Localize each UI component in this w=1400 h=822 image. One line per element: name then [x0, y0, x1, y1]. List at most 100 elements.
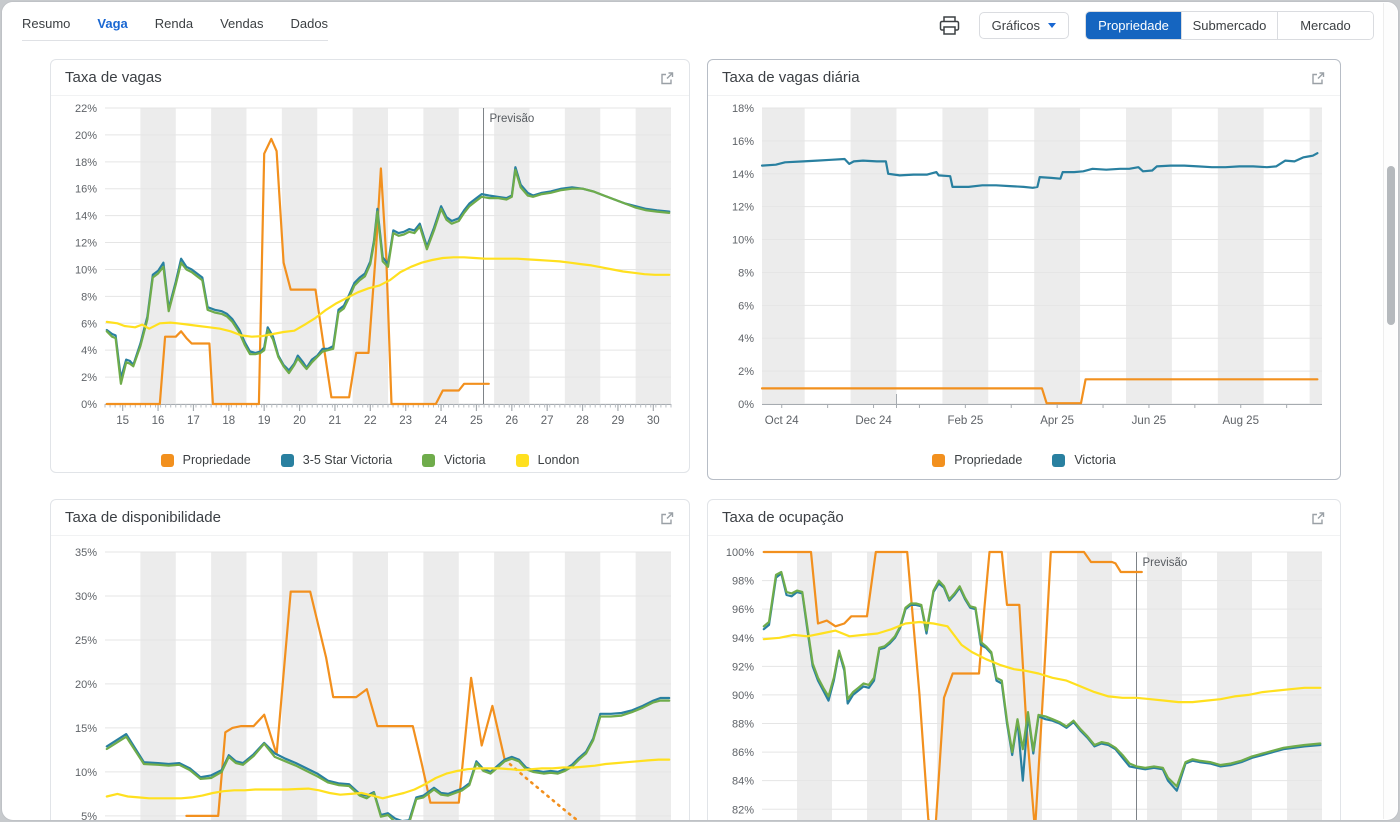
expand-icon[interactable] — [1310, 510, 1326, 526]
legend-swatch — [280, 453, 294, 467]
graficos-dropdown[interactable]: Gráficos — [978, 12, 1069, 39]
svg-text:25%: 25% — [75, 635, 97, 647]
svg-text:29: 29 — [612, 415, 625, 427]
legend-label: London — [537, 453, 580, 467]
svg-text:16: 16 — [152, 415, 165, 427]
legend-item-victoria[interactable]: Victoria — [422, 453, 486, 467]
svg-text:20%: 20% — [75, 130, 97, 142]
svg-text:86%: 86% — [732, 747, 754, 759]
expand-icon[interactable] — [659, 70, 675, 86]
series-victoria — [762, 570, 1322, 788]
svg-text:20%: 20% — [75, 679, 97, 691]
view-button-submercado[interactable]: Submercado — [1181, 12, 1277, 39]
chart-taxa-de-ocupacao: 82% 84% 86% 88% 90% 92% 94% 96% 98% 100% Previsão — [726, 547, 1322, 820]
svg-text:12%: 12% — [732, 202, 754, 214]
svg-text:2%: 2% — [738, 366, 754, 378]
print-button[interactable] — [937, 13, 963, 39]
svg-text:10%: 10% — [732, 235, 754, 247]
svg-text:100%: 100% — [726, 547, 754, 559]
chart-taxa-de-disponibilidade: 5% 10% 15% 20% 25% 30% 35% — [75, 547, 671, 821]
tab-vaga[interactable]: Vaga — [97, 16, 128, 31]
svg-text:10%: 10% — [75, 264, 97, 276]
svg-text:22: 22 — [364, 415, 377, 427]
series-propriedade-previs-o- — [503, 758, 580, 820]
legend-item-propriedade[interactable]: Propriedade — [160, 453, 251, 467]
svg-text:92%: 92% — [732, 661, 754, 673]
forecast-label: Previsão — [1143, 557, 1188, 569]
svg-text:24: 24 — [435, 415, 448, 427]
svg-text:Dec 24: Dec 24 — [855, 415, 892, 427]
svg-text:28: 28 — [576, 415, 589, 427]
svg-text:17: 17 — [187, 415, 200, 427]
svg-text:84%: 84% — [732, 776, 754, 788]
tab-renda[interactable]: Renda — [154, 16, 194, 31]
tab-dados[interactable]: Dados — [290, 16, 329, 31]
tab-vendas[interactable]: Vendas — [220, 16, 264, 31]
legend-item-london[interactable]: London — [515, 453, 580, 467]
legend-item-propriedade[interactable]: Propriedade — [932, 453, 1022, 467]
svg-text:0%: 0% — [81, 399, 97, 411]
svg-text:30%: 30% — [75, 591, 97, 603]
svg-text:25: 25 — [470, 415, 483, 427]
legend-label: Victoria — [444, 453, 486, 467]
series-propriedade — [762, 550, 1143, 820]
legend-label: Victoria — [1074, 453, 1116, 467]
svg-text:6%: 6% — [738, 300, 754, 312]
svg-text:6%: 6% — [81, 318, 97, 330]
expand-icon[interactable] — [1310, 70, 1326, 86]
series-london — [105, 758, 671, 800]
series-london — [762, 620, 1322, 704]
forecast-label: Previsão — [490, 113, 535, 125]
svg-text:5%: 5% — [81, 811, 97, 821]
series-victoria — [760, 152, 1319, 189]
svg-text:26: 26 — [505, 415, 518, 427]
legend-item-victoria[interactable]: Victoria — [1052, 453, 1116, 467]
svg-text:15: 15 — [116, 415, 129, 427]
view-button-mercado[interactable]: Mercado — [1277, 12, 1373, 39]
tab-bar: Resumo Vaga Renda Vendas Dados — [22, 16, 329, 41]
svg-text:16%: 16% — [75, 184, 97, 196]
svg-text:4%: 4% — [738, 333, 754, 345]
svg-text:Apr 25: Apr 25 — [1040, 415, 1074, 427]
scrollbar-thumb[interactable] — [1387, 166, 1395, 325]
chevron-down-icon — [1048, 23, 1056, 28]
svg-text:23: 23 — [399, 415, 412, 427]
svg-text:16%: 16% — [732, 136, 754, 148]
view-button-propriedade[interactable]: Propriedade — [1086, 12, 1181, 39]
panel-title: Taxa de vagas diária — [722, 69, 860, 86]
svg-text:94%: 94% — [732, 633, 754, 645]
svg-text:14%: 14% — [75, 211, 97, 223]
expand-icon[interactable] — [659, 510, 675, 526]
svg-text:Feb 25: Feb 25 — [947, 415, 983, 427]
panel-taxa-de-vagas-diaria: Taxa de vagas diária 0% 2% 4% 6% 8% 10% 12% 14%… — [707, 59, 1341, 480]
printer-icon — [939, 16, 960, 35]
svg-text:21: 21 — [329, 415, 342, 427]
svg-text:35%: 35% — [75, 547, 97, 559]
svg-text:18: 18 — [222, 415, 235, 427]
svg-text:10%: 10% — [75, 767, 97, 779]
svg-text:8%: 8% — [738, 267, 754, 279]
legend-swatch — [160, 453, 174, 467]
scrollbar-track[interactable] — [1383, 3, 1397, 819]
svg-text:88%: 88% — [732, 719, 754, 731]
chart-legend: Propriedade Victoria — [716, 445, 1332, 475]
panel-title: Taxa de disponibilidade — [65, 509, 221, 526]
legend-label: Propriedade — [182, 453, 251, 467]
chart-taxa-de-vagas-diaria: 0% 2% 4% 6% 8% 10% 12% 14% 16% 18% Oct 24 Dec 24 Feb… — [732, 103, 1322, 427]
svg-text:2%: 2% — [81, 372, 97, 384]
panel-taxa-de-disponibilidade: Taxa de disponibilidade 5% 10% 15% 20% 25% 30… — [50, 499, 690, 821]
svg-text:Jun 25: Jun 25 — [1132, 415, 1167, 427]
svg-text:8%: 8% — [81, 291, 97, 303]
svg-text:14%: 14% — [732, 169, 754, 181]
svg-text:Oct 24: Oct 24 — [765, 415, 799, 427]
legend-item-3-5-star-victoria[interactable]: 3-5 Star Victoria — [280, 453, 392, 467]
svg-text:20: 20 — [293, 415, 306, 427]
tab-resumo[interactable]: Resumo — [22, 16, 71, 31]
svg-text:Aug 25: Aug 25 — [1223, 415, 1259, 427]
panel-taxa-de-vagas: Taxa de vagas 0% 2% 4% 6% 8% 10% 12% 14% 16% 18% 2… — [50, 59, 690, 473]
svg-text:82%: 82% — [732, 804, 754, 816]
svg-text:96%: 96% — [732, 604, 754, 616]
legend-swatch — [515, 453, 529, 467]
svg-text:15%: 15% — [75, 723, 97, 735]
series-london — [105, 256, 671, 338]
